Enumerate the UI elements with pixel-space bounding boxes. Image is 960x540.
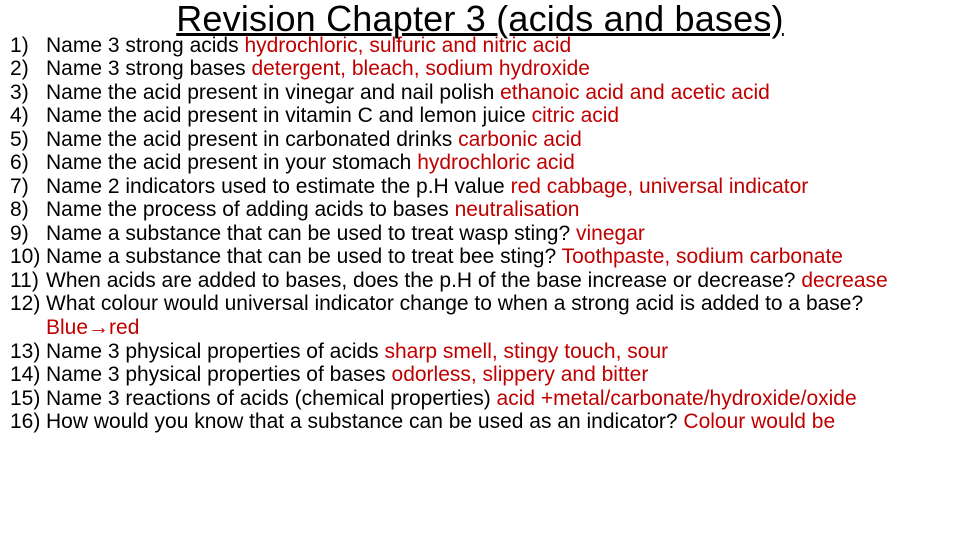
list-item: Name a substance that can be used to tre… bbox=[10, 245, 950, 269]
answer-text: vinegar bbox=[576, 222, 645, 245]
answer-text: Blue→red bbox=[46, 316, 139, 339]
question-text: Name 3 physical properties of acids bbox=[46, 340, 385, 363]
question-text: Name 3 strong acids bbox=[46, 34, 244, 57]
list-item: How would you know that a substance can … bbox=[10, 410, 950, 434]
list-item: Name 3 physical properties of acids shar… bbox=[10, 340, 950, 364]
question-text: Name 3 reactions of acids (chemical prop… bbox=[46, 387, 497, 410]
question-text: Name 2 indicators used to estimate the p… bbox=[46, 175, 511, 198]
question-text: Name a substance that can be used to tre… bbox=[46, 245, 562, 268]
answer-text: Colour would be bbox=[683, 410, 835, 433]
answer-text: hydrochloric, sulfuric and nitric acid bbox=[244, 34, 571, 57]
list-item: Name 3 physical properties of bases odor… bbox=[10, 363, 950, 387]
list-item: Name the acid present in vinegar and nai… bbox=[10, 81, 950, 105]
question-list: Name 3 strong acids hydrochloric, sulfur… bbox=[6, 34, 954, 434]
answer-text: decrease bbox=[801, 269, 887, 292]
question-text: How would you know that a substance can … bbox=[46, 410, 683, 433]
answer-text: sharp smell, stingy touch, sour bbox=[385, 340, 669, 363]
answer-text: neutralisation bbox=[455, 198, 580, 221]
answer-text: detergent, bleach, sodium hydroxide bbox=[251, 57, 590, 80]
answer-text: acid +metal/carbonate/hydroxide/oxide bbox=[497, 387, 857, 410]
list-item: Name 2 indicators used to estimate the p… bbox=[10, 175, 950, 199]
list-item: Name 3 strong acids hydrochloric, sulfur… bbox=[10, 34, 950, 58]
question-text: What colour would universal indicator ch… bbox=[46, 292, 863, 315]
answer-text: citric acid bbox=[532, 104, 620, 127]
question-text: Name the process of adding acids to base… bbox=[46, 198, 455, 221]
slide: Revision Chapter 3 (acids and bases) Nam… bbox=[0, 0, 960, 540]
list-item: Name the acid present in your stomach hy… bbox=[10, 151, 950, 175]
question-text: Name 3 strong bases bbox=[46, 57, 251, 80]
list-item: When acids are added to bases, does the … bbox=[10, 269, 950, 293]
answer-text: ethanoic acid and acetic acid bbox=[500, 81, 770, 104]
answer-text: odorless, slippery and bitter bbox=[392, 363, 649, 386]
question-text: Name the acid present in your stomach bbox=[46, 151, 417, 174]
answer-text: carbonic acid bbox=[458, 128, 582, 151]
question-text: Name a substance that can be used to tre… bbox=[46, 222, 576, 245]
question-text: When acids are added to bases, does the … bbox=[46, 269, 801, 292]
question-text: Name the acid present in vinegar and nai… bbox=[46, 81, 500, 104]
question-text: Name the acid present in vitamin C and l… bbox=[46, 104, 532, 127]
list-item: Name 3 strong bases detergent, bleach, s… bbox=[10, 57, 950, 81]
page-title: Revision Chapter 3 (acids and bases) bbox=[6, 0, 954, 38]
list-item: What colour would universal indicator ch… bbox=[10, 292, 950, 339]
question-text: Name the acid present in carbonated drin… bbox=[46, 128, 458, 151]
list-item: Name the process of adding acids to base… bbox=[10, 198, 950, 222]
question-text: Name 3 physical properties of bases bbox=[46, 363, 392, 386]
list-item: Name 3 reactions of acids (chemical prop… bbox=[10, 387, 950, 411]
answer-text: red cabbage, universal indicator bbox=[511, 175, 809, 198]
answer-text: Toothpaste, sodium carbonate bbox=[562, 245, 843, 268]
list-item: Name a substance that can be used to tre… bbox=[10, 222, 950, 246]
list-item: Name the acid present in vitamin C and l… bbox=[10, 104, 950, 128]
answer-text: hydrochloric acid bbox=[417, 151, 575, 174]
list-item: Name the acid present in carbonated drin… bbox=[10, 128, 950, 152]
